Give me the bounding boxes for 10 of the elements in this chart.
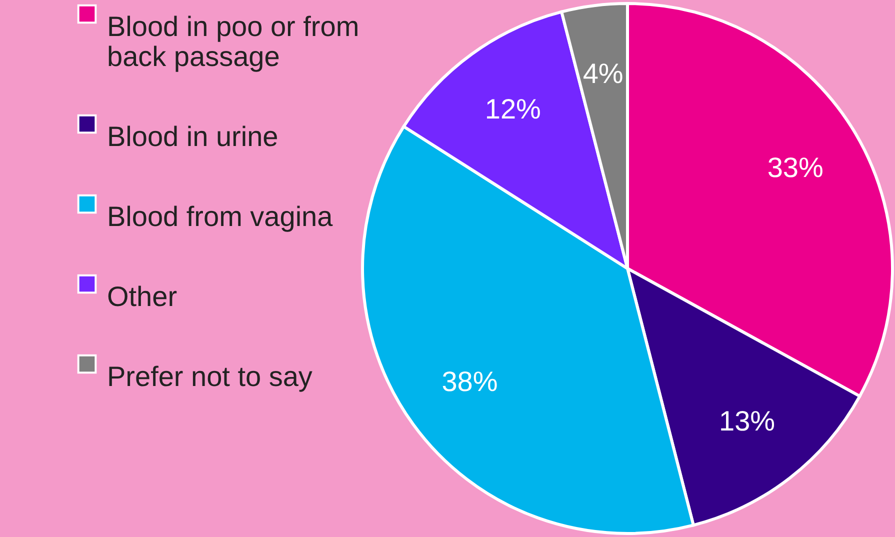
data-label: 33% [767, 152, 824, 184]
legend-label: Blood in poo or from back passage [107, 11, 360, 72]
data-label: 38% [442, 366, 498, 398]
legend-label: Blood in urine [107, 121, 278, 152]
legend-label: Other [107, 281, 178, 312]
data-label: 12% [484, 94, 541, 125]
data-label: 13% [718, 406, 776, 437]
legend-label: Prefer not to say [107, 361, 312, 392]
legend-label: Blood from vagina [107, 201, 334, 232]
data-label: 4% [582, 58, 624, 90]
